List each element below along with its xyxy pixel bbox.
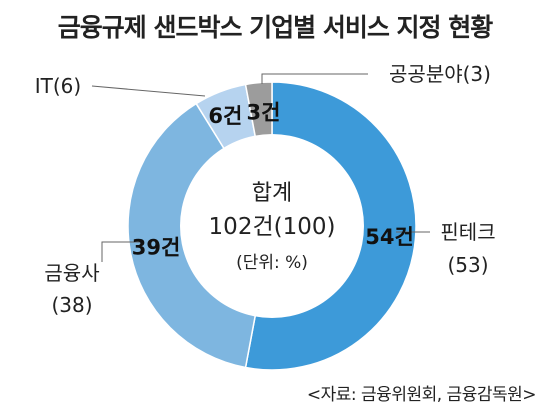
leader-lines <box>91 73 430 262</box>
value-label-financial: 39건 <box>132 236 181 260</box>
outer-label-fintech-name: 핀테크 <box>440 220 495 244</box>
leader-line <box>101 241 143 262</box>
leader-line <box>261 73 368 84</box>
chart-title: 금융규제 샌드박스 기업별 서비스 지정 현황 <box>57 13 494 42</box>
leader-line <box>91 85 206 97</box>
outer-label-fintech-pct: (53) <box>447 253 488 277</box>
outer-label-financial-name: 금융사 <box>44 261 99 285</box>
outer-label-financial-pct: (38) <box>51 293 92 317</box>
value-label-public: 3건 <box>247 100 281 124</box>
center-unit-note: (단위: %) <box>236 253 308 273</box>
donut-hole <box>180 134 364 318</box>
outer-label-it-name: IT(6) <box>35 74 81 98</box>
center-total-value: 102건(100) <box>209 214 336 240</box>
center-total-caption: 합계 <box>252 181 292 206</box>
value-label-fintech: 54건 <box>365 225 414 249</box>
value-label-it: 6건 <box>208 104 242 128</box>
outer-label-public-name: 공공분야(3) <box>389 62 491 86</box>
source-note: <자료: 금융위원회, 금융감독원> <box>306 385 537 405</box>
